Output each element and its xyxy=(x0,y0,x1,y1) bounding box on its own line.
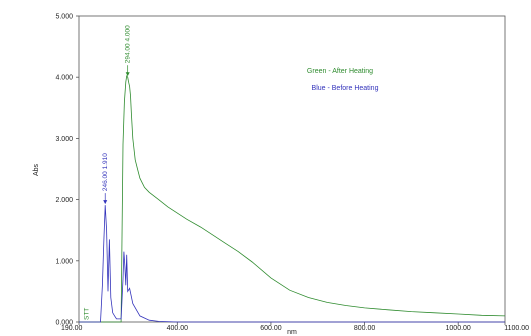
peak-arrow-head xyxy=(103,200,107,204)
plot-frame xyxy=(79,16,505,322)
x-tick-label: 400.00 xyxy=(167,325,189,332)
x-tick-label: 800.00 xyxy=(354,325,376,332)
x-axis-label: nm xyxy=(287,329,297,336)
y-tick-label: 5.000 xyxy=(55,14,73,21)
x-tick-label: 1100.00 xyxy=(504,325,529,332)
peak-arrow-head xyxy=(126,72,130,76)
series-before-heating-line xyxy=(79,205,505,322)
series-layer xyxy=(79,76,505,322)
x-tick-label: 1000.00 xyxy=(446,325,471,332)
y-tick-label: 3.000 xyxy=(55,136,73,143)
peak-label: STT xyxy=(83,308,90,320)
series-after-heating-line xyxy=(79,76,505,322)
peak-label: 246.00 1.910 xyxy=(102,153,109,191)
y-tick-label: 4.000 xyxy=(55,75,73,82)
x-tick-label: 190.00 xyxy=(61,325,83,332)
peak-label: 294.00 4.000 xyxy=(125,25,132,63)
y-axis-label: Abs xyxy=(33,163,40,176)
y-tick-label: 1.000 xyxy=(55,258,73,265)
legend-after-heating: Green - After Heating xyxy=(307,68,373,75)
legend-before-heating: Blue - Before Heating xyxy=(312,85,379,92)
x-tick-label: 600.00 xyxy=(260,325,282,332)
y-tick-label: 2.000 xyxy=(55,197,73,204)
